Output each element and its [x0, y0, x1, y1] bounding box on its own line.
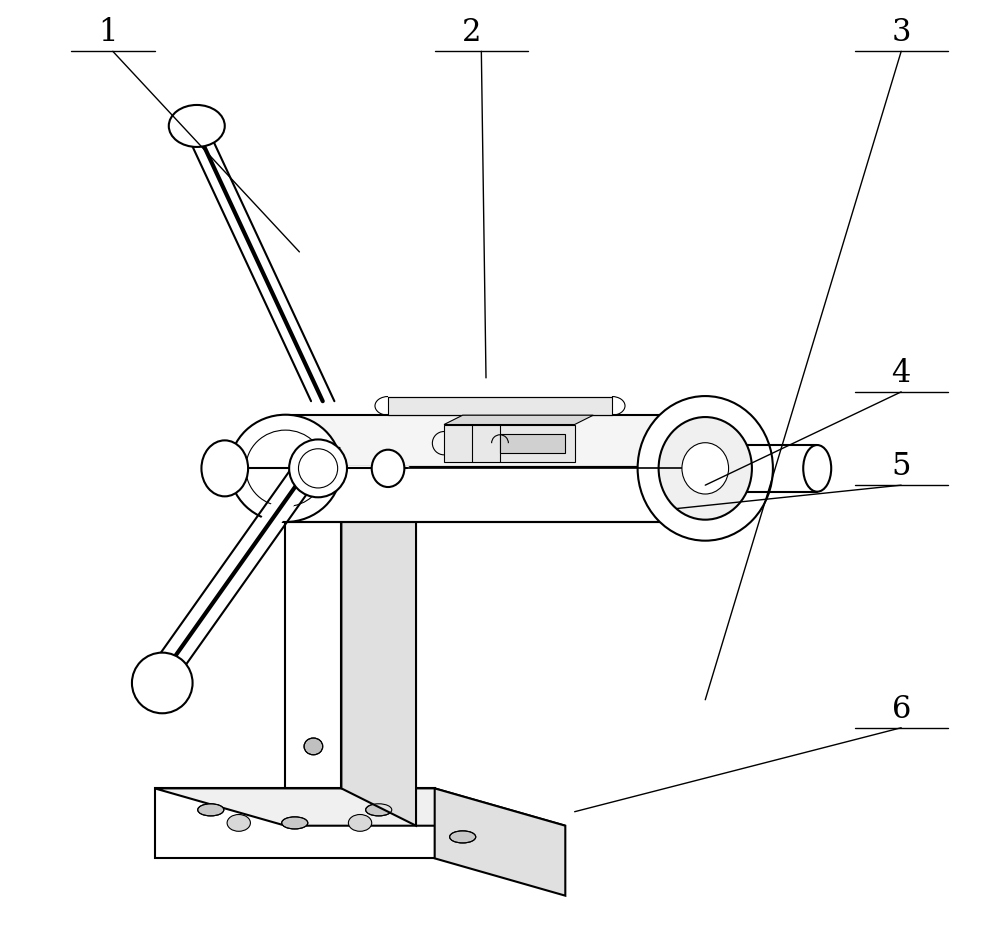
Polygon shape — [285, 466, 705, 522]
Polygon shape — [444, 415, 593, 425]
Polygon shape — [341, 448, 416, 826]
Polygon shape — [285, 448, 341, 788]
Ellipse shape — [348, 815, 372, 831]
Ellipse shape — [169, 105, 225, 146]
Polygon shape — [285, 415, 705, 466]
Ellipse shape — [289, 439, 347, 497]
Ellipse shape — [366, 803, 392, 815]
Ellipse shape — [803, 445, 831, 492]
Ellipse shape — [638, 396, 773, 541]
Polygon shape — [435, 788, 565, 896]
Polygon shape — [155, 788, 565, 826]
Polygon shape — [155, 788, 435, 858]
Text: 2: 2 — [462, 17, 482, 49]
Text: 5: 5 — [891, 451, 911, 482]
Polygon shape — [444, 425, 575, 462]
Text: 6: 6 — [892, 693, 911, 725]
Ellipse shape — [227, 815, 250, 831]
Ellipse shape — [229, 414, 341, 522]
Text: 4: 4 — [892, 357, 911, 389]
Text: 3: 3 — [891, 17, 911, 49]
Ellipse shape — [198, 803, 224, 815]
Ellipse shape — [372, 450, 404, 487]
Ellipse shape — [450, 830, 476, 843]
Ellipse shape — [201, 440, 248, 496]
Polygon shape — [500, 434, 565, 453]
Polygon shape — [388, 397, 612, 415]
Text: 1: 1 — [98, 17, 118, 49]
Ellipse shape — [682, 442, 729, 494]
Ellipse shape — [282, 817, 308, 829]
Ellipse shape — [304, 738, 323, 755]
Ellipse shape — [246, 430, 325, 507]
Ellipse shape — [132, 653, 193, 713]
Ellipse shape — [659, 417, 752, 520]
Polygon shape — [285, 448, 416, 485]
